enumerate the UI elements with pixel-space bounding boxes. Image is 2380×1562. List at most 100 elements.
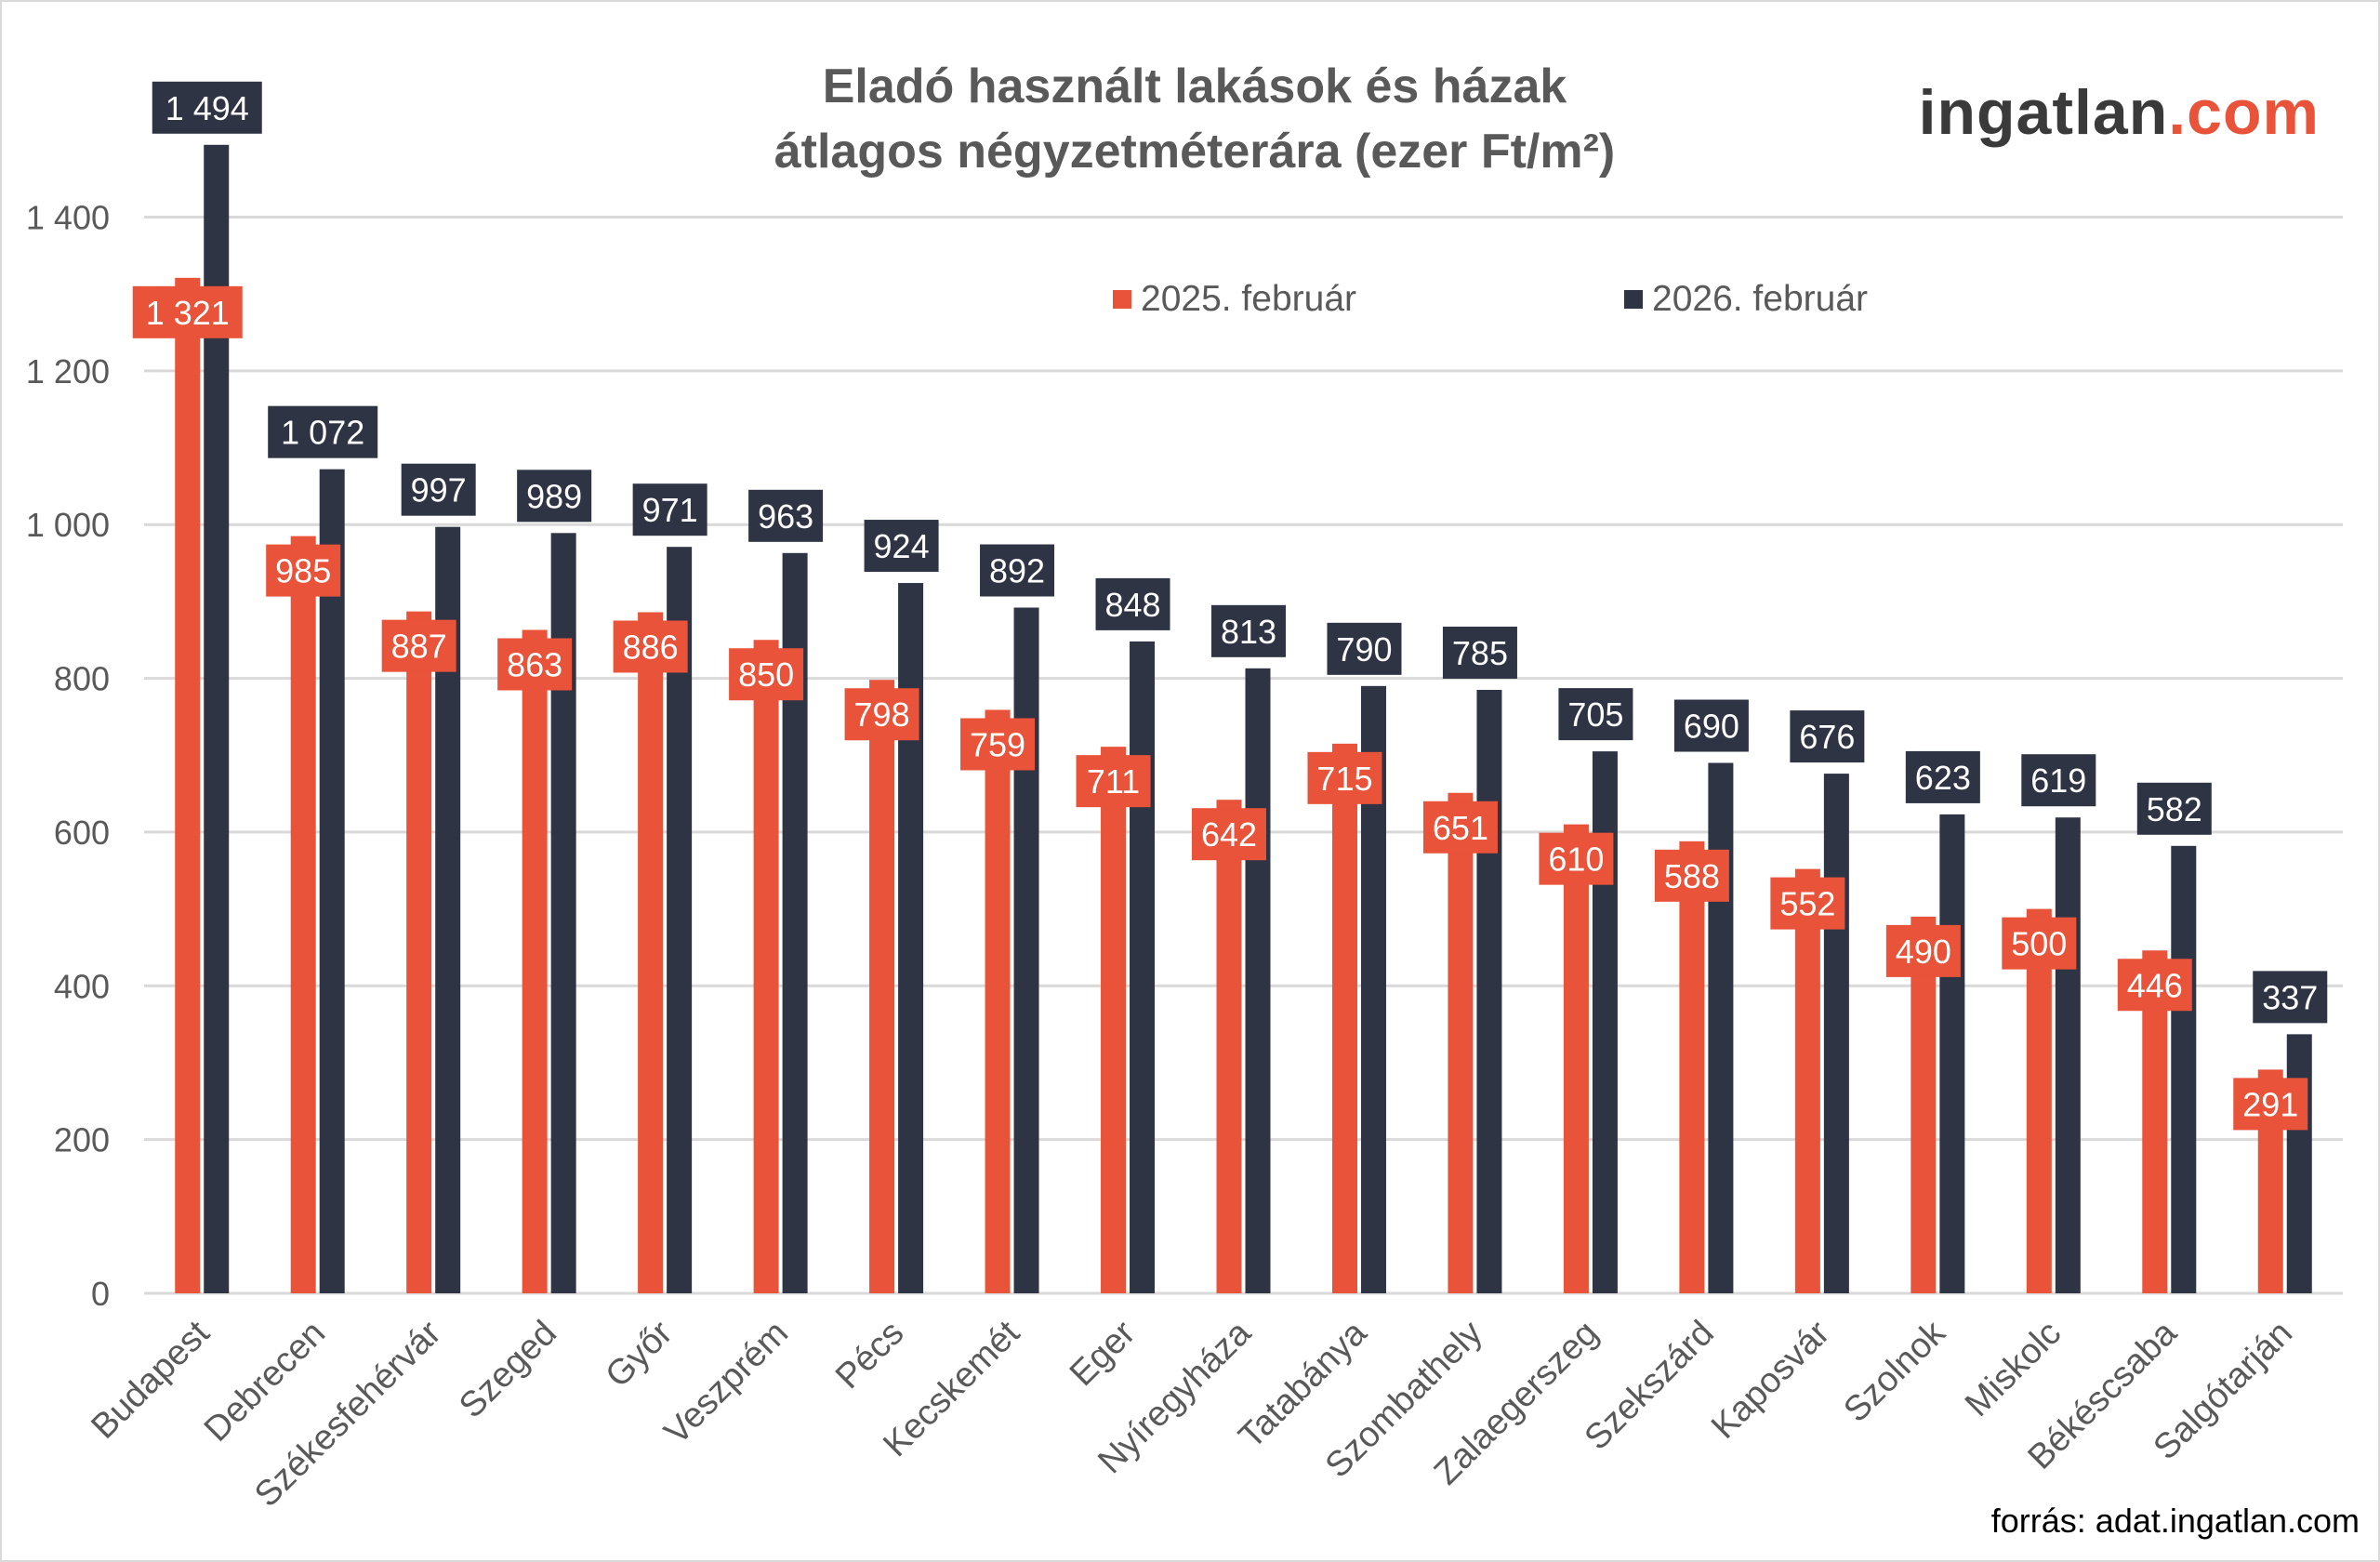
- data-label-box: [2136, 782, 2212, 835]
- x-tick-label: Miskolc: [1958, 1314, 2069, 1424]
- bar-2026: [1130, 641, 1156, 1293]
- data-label-box: [729, 648, 804, 701]
- x-tick-label: Veszprém: [657, 1314, 796, 1452]
- bar-2025: [1448, 792, 1474, 1293]
- data-label: 446: [2127, 966, 2183, 1004]
- legend-swatch-2026: [1624, 290, 1643, 309]
- bar-2025: [175, 277, 201, 1294]
- data-label: 582: [2147, 790, 2202, 828]
- logo-suffix: .com: [2168, 77, 2320, 148]
- bar-2025: [1679, 841, 1705, 1293]
- data-label: 798: [854, 695, 910, 734]
- y-tick-label: 600: [54, 814, 110, 852]
- data-label-box: [1790, 710, 1865, 763]
- data-label-box: [844, 688, 919, 741]
- data-label-box: [266, 544, 341, 597]
- data-label-box: [381, 619, 456, 672]
- data-label: 886: [623, 628, 679, 666]
- data-label-box: [152, 81, 262, 134]
- ingatlan-logo: ingatlan.com: [1919, 76, 2320, 149]
- data-label: 337: [2262, 978, 2318, 1016]
- data-label: 623: [1915, 759, 1971, 797]
- bar-2025: [1216, 800, 1242, 1293]
- data-label-box: [2021, 754, 2096, 807]
- bar-2026: [1592, 751, 1618, 1293]
- logo-main: ingatlan: [1918, 77, 2169, 148]
- x-tick-label: Kaposvár: [1704, 1313, 1837, 1446]
- data-label-box: [1211, 604, 1286, 657]
- data-label-box: [2233, 1078, 2308, 1131]
- legend-label-2025: 2025. február: [1141, 279, 1357, 319]
- chart-title-line-2: átlagos négyzetméterára (ezer Ft/m²): [774, 125, 1616, 179]
- data-label: 715: [1316, 760, 1372, 798]
- data-label-box: [632, 483, 707, 536]
- source-note: forrás: adat.ingatlan.com: [1990, 1502, 2360, 1540]
- data-label-box: [748, 489, 824, 542]
- data-label: 813: [1221, 613, 1276, 651]
- data-label: 848: [1104, 586, 1160, 624]
- bar-2025: [1794, 868, 1820, 1293]
- data-label-box: [2253, 971, 2328, 1024]
- y-tick-label: 1 400: [26, 199, 110, 237]
- data-label-box: [517, 470, 592, 523]
- legend-swatch-2025: [1113, 290, 1131, 309]
- data-label: 785: [1452, 634, 1508, 672]
- data-label: 490: [1896, 933, 1951, 971]
- data-label-box: [497, 638, 573, 691]
- data-label-box: [132, 285, 243, 338]
- data-label: 863: [507, 645, 562, 683]
- data-label: 690: [1684, 708, 1739, 746]
- x-tick-label: Szeged: [452, 1314, 564, 1426]
- y-tick-label: 1 000: [26, 506, 110, 544]
- y-tick-label: 400: [54, 967, 110, 1005]
- x-tick-label: Pécs: [828, 1314, 911, 1397]
- data-label-box: [1885, 924, 1961, 977]
- data-label: 924: [874, 527, 930, 565]
- data-label: 588: [1664, 857, 1720, 895]
- data-label: 759: [970, 725, 1025, 763]
- y-tick-label: 1 200: [26, 352, 110, 390]
- bar-2025: [985, 709, 1011, 1293]
- data-label: 552: [1779, 885, 1835, 923]
- bar-2025: [869, 680, 895, 1293]
- data-label: 705: [1567, 695, 1623, 734]
- data-label: 711: [1087, 762, 1140, 801]
- x-tick-label: Győr: [599, 1313, 681, 1395]
- data-label-box: [1673, 699, 1749, 752]
- bar-2025: [1331, 743, 1357, 1293]
- x-tick-label: Budapest: [84, 1313, 218, 1447]
- bar-2026: [1708, 762, 1734, 1293]
- bar-2025: [1911, 916, 1937, 1293]
- data-label: 610: [1548, 841, 1604, 879]
- bar-2025: [406, 611, 432, 1293]
- y-tick-label: 800: [54, 660, 110, 698]
- data-label-box: [1076, 755, 1151, 808]
- bar-2026: [1939, 814, 1965, 1293]
- data-label: 1 494: [165, 89, 249, 127]
- data-label-box: [1442, 626, 1517, 679]
- legend-item-2025: 2025. február: [1113, 279, 1356, 320]
- bar-2026: [1476, 689, 1502, 1293]
- bar-2025: [1563, 824, 1589, 1293]
- data-label-box: [268, 405, 378, 458]
- bar-2025: [290, 536, 316, 1293]
- data-label-box: [1905, 750, 1980, 803]
- bar-2025: [522, 629, 548, 1293]
- data-label-box: [401, 463, 476, 516]
- data-label-box: [1558, 688, 1633, 741]
- data-label-box: [1327, 622, 1402, 675]
- data-label: 997: [411, 471, 467, 510]
- y-tick-label: 0: [91, 1275, 110, 1313]
- data-label-box: [2002, 917, 2077, 970]
- data-label-box: [1095, 577, 1170, 630]
- data-label-box: [980, 544, 1055, 597]
- y-tick-label: 200: [54, 1121, 110, 1159]
- data-label: 1 072: [281, 414, 364, 452]
- data-label-box: [2117, 959, 2192, 1012]
- bar-2026: [1245, 668, 1271, 1293]
- data-label: 963: [758, 497, 813, 536]
- data-label: 892: [989, 552, 1045, 590]
- data-label-box: [960, 718, 1036, 771]
